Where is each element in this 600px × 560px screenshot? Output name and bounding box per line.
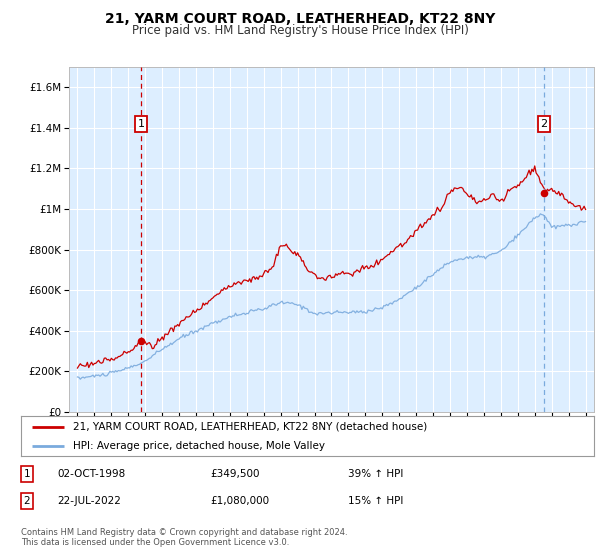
Text: 22-JUL-2022: 22-JUL-2022 [57,496,121,506]
Text: 2: 2 [23,496,31,506]
Text: 1: 1 [23,469,31,479]
Text: 21, YARM COURT ROAD, LEATHERHEAD, KT22 8NY (detached house): 21, YARM COURT ROAD, LEATHERHEAD, KT22 8… [73,422,427,432]
Text: Price paid vs. HM Land Registry's House Price Index (HPI): Price paid vs. HM Land Registry's House … [131,24,469,36]
Text: Contains HM Land Registry data © Crown copyright and database right 2024.
This d: Contains HM Land Registry data © Crown c… [21,528,347,547]
Text: HPI: Average price, detached house, Mole Valley: HPI: Average price, detached house, Mole… [73,441,325,450]
Text: 1: 1 [137,119,145,129]
Text: 2: 2 [541,119,548,129]
Text: 21, YARM COURT ROAD, LEATHERHEAD, KT22 8NY: 21, YARM COURT ROAD, LEATHERHEAD, KT22 8… [105,12,495,26]
Text: 02-OCT-1998: 02-OCT-1998 [57,469,125,479]
Text: 39% ↑ HPI: 39% ↑ HPI [348,469,403,479]
Text: £1,080,000: £1,080,000 [210,496,269,506]
Text: 15% ↑ HPI: 15% ↑ HPI [348,496,403,506]
Text: £349,500: £349,500 [210,469,260,479]
